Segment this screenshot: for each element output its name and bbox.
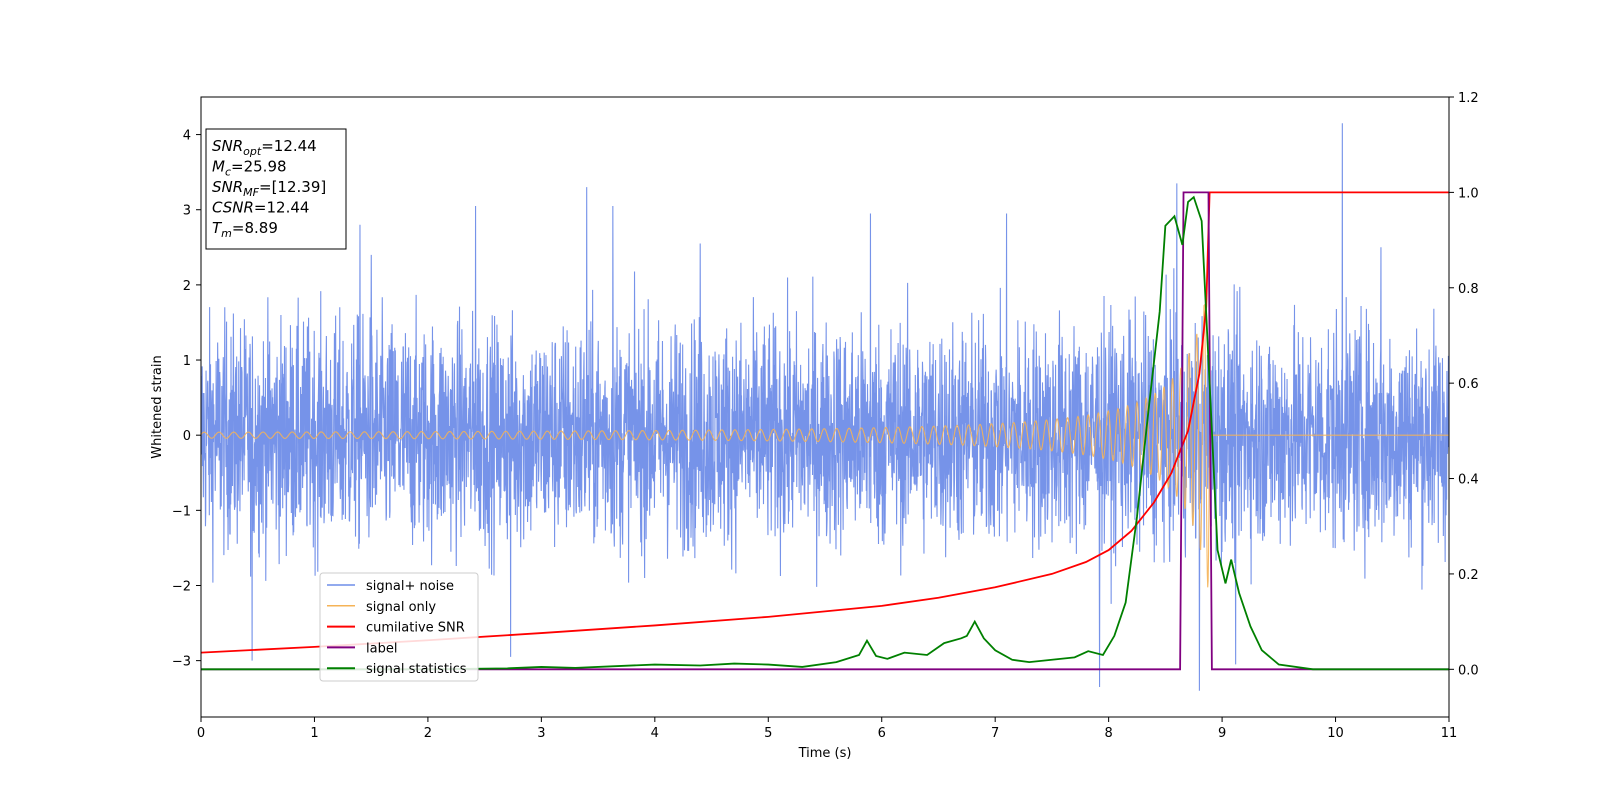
series-layer xyxy=(201,123,1449,691)
x-tick-label: 3 xyxy=(537,726,545,741)
x-tick-label: 1 xyxy=(310,726,318,741)
x-tick-label: 2 xyxy=(424,726,432,741)
x-tick-label: 11 xyxy=(1441,726,1458,741)
info-line: SNRMF=[12.39] xyxy=(212,178,326,199)
legend-label: cumilative SNR xyxy=(366,621,465,636)
series-signal-noise xyxy=(201,123,1449,691)
legend-label: signal only xyxy=(366,600,436,615)
info-box-frame xyxy=(205,128,347,250)
x-tick-label: 10 xyxy=(1327,726,1344,741)
info-line: SNRopt=12.44 xyxy=(212,137,317,158)
y-axis-right: 0.0 0.2 0.4 0.6 0.8 1.0 1.2 xyxy=(1449,91,1479,678)
plot-frame xyxy=(200,96,1450,718)
y-left-tick-label: 0 xyxy=(183,429,191,444)
y-right-tick-label: 0.0 xyxy=(1458,663,1479,678)
x-tick-label: 4 xyxy=(651,726,659,741)
x-tick-label: 7 xyxy=(991,726,999,741)
legend-label: signal statistics xyxy=(366,662,467,677)
y-left-tick-label: 4 xyxy=(183,129,191,144)
info-box: SNRopt=12.44Mc=25.98SNRMF=[12.39]CSNR=12… xyxy=(205,128,347,250)
series-signal-statistics xyxy=(201,195,1449,671)
y-axis-label: Whitened strain xyxy=(150,355,165,458)
legend: signal+ noise signal only cumilative SNR la… xyxy=(319,572,479,682)
y-left-tick-label: 1 xyxy=(183,354,191,369)
x-tick-label: 8 xyxy=(1104,726,1112,741)
y-left-tick-label: −2 xyxy=(172,579,191,594)
series-cumulative-snr xyxy=(201,191,1449,654)
y-left-tick-label: 2 xyxy=(183,279,191,294)
y-right-tick-label: 1.0 xyxy=(1458,186,1479,201)
y-left-tick-label: −1 xyxy=(172,504,191,519)
x-tick-label: 0 xyxy=(197,726,205,741)
y-axis-left: −3 −2 −1 0 1 2 3 4 xyxy=(172,129,201,670)
series-label xyxy=(201,191,1449,671)
legend-frame xyxy=(319,572,479,682)
x-axis-label: Time (s) xyxy=(798,746,852,761)
y-right-tick-label: 0.2 xyxy=(1458,568,1479,583)
legend-label: signal+ noise xyxy=(366,579,454,594)
series-signal-only xyxy=(201,303,1449,588)
y-right-tick-label: 1.2 xyxy=(1458,91,1479,106)
info-line: CSNR=12.44 xyxy=(212,199,309,217)
info-line: Mc=25.98 xyxy=(212,158,287,179)
x-axis: 0 1 2 3 4 5 6 7 8 9 10 11 xyxy=(197,717,1457,741)
y-right-tick-label: 0.6 xyxy=(1458,377,1479,392)
x-tick-label: 9 xyxy=(1218,726,1226,741)
x-tick-label: 6 xyxy=(878,726,886,741)
legend-label: label xyxy=(366,641,397,656)
info-line: Tm=8.89 xyxy=(212,219,278,240)
y-right-tick-label: 0.4 xyxy=(1458,473,1479,488)
y-left-tick-label: −3 xyxy=(172,655,191,670)
y-right-tick-label: 0.8 xyxy=(1458,282,1479,297)
x-tick-label: 5 xyxy=(764,726,772,741)
y-left-tick-label: 3 xyxy=(183,204,191,219)
